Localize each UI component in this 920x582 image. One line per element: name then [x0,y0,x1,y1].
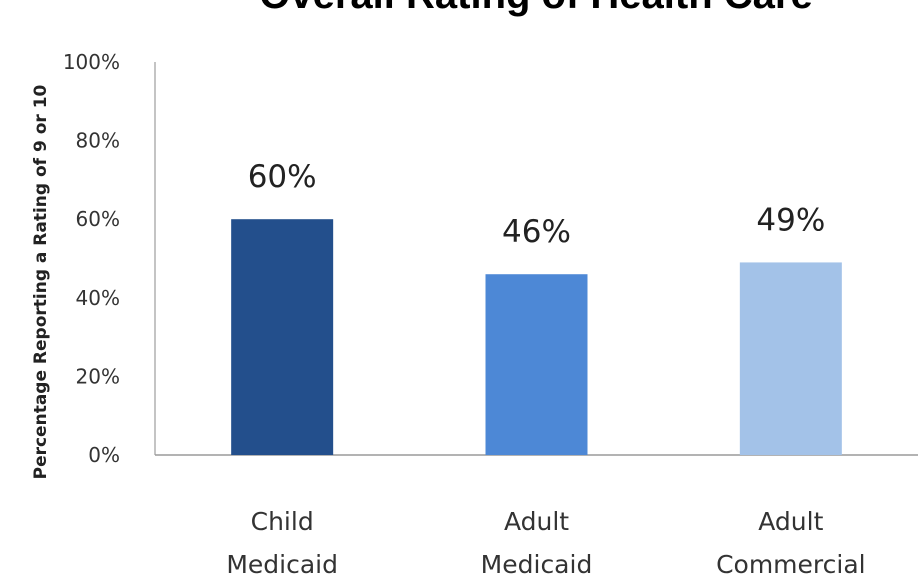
x-tick-label: Adult [758,507,823,536]
bar [739,262,842,455]
y-tick-label: 0% [88,443,120,467]
x-tick-label: Medicaid [481,550,593,579]
y-tick-label: 80% [76,129,120,153]
y-tick-label: 20% [76,364,120,388]
y-tick-label: 60% [76,207,120,231]
x-tick-label: Adult [504,507,569,536]
y-tick-label: 40% [76,286,120,310]
data-label: 49% [756,202,825,238]
y-axis-label: Percentage Reporting a Rating of 9 or 10 [31,84,51,479]
y-tick-label: 100% [63,50,120,74]
x-tick-label: Medicaid [226,550,338,579]
bars [231,219,842,455]
x-tick-label: Commercial [716,550,866,579]
chart-title: Overall Rating of Health Care [259,0,812,17]
y-tick-labels: 0% 20% 40% 60% 80% 100% [63,50,120,467]
data-label: 46% [502,214,571,250]
x-tick-labels: Child Medicaid Adult Medicaid Adult Commercia… [226,507,865,579]
data-label: 60% [248,159,317,195]
bar [485,274,588,455]
x-tick-label: Child [251,507,314,536]
bar [231,219,334,455]
data-labels: 60% 46% 49% [248,159,826,250]
